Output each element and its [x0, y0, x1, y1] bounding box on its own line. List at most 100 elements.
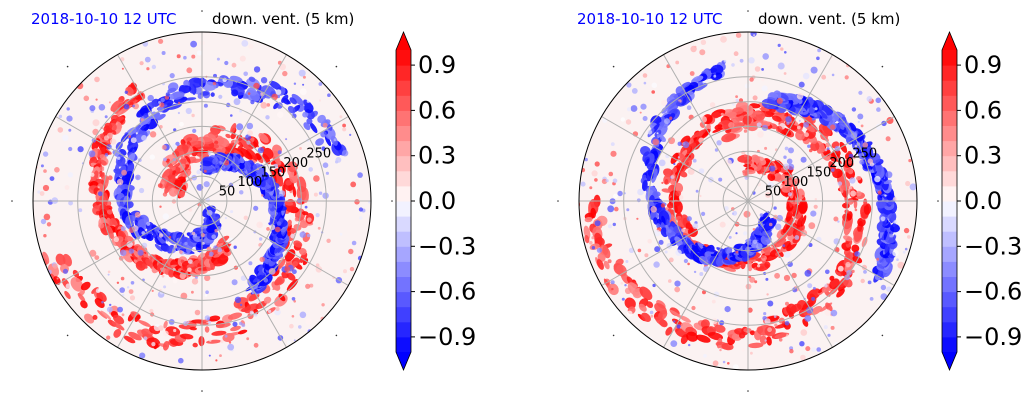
field-cell	[652, 138, 659, 146]
field-cell	[211, 234, 216, 239]
field-cell	[807, 144, 811, 148]
field-cell	[580, 181, 586, 187]
field-cell	[639, 286, 653, 301]
field-cell	[897, 261, 905, 269]
field-cell	[589, 241, 593, 245]
field-cell	[343, 269, 347, 274]
field-cell	[848, 160, 852, 164]
field-cell	[117, 306, 123, 313]
field-cell	[241, 323, 246, 328]
grid-spoke	[663, 54, 749, 202]
grid-spoke	[747, 54, 833, 202]
field-cell	[302, 111, 309, 118]
title-date: 2018-10-10 12 UTC	[31, 10, 177, 28]
field-cell	[682, 161, 689, 173]
field-cell	[802, 72, 810, 80]
field-cell	[92, 314, 98, 320]
field-cell	[234, 296, 242, 303]
field-cell	[787, 163, 795, 171]
field-cell	[686, 331, 698, 342]
colorbar-outline	[395, 30, 412, 372]
field-cell	[207, 152, 211, 156]
radial-tick-label: 200	[283, 156, 308, 171]
outer-tick-dot	[66, 65, 69, 68]
field-cell	[77, 146, 84, 153]
field-cell	[49, 176, 55, 182]
chart-left: 2018-10-10 12 UTC down. vent. (5 km) 501…	[11, 10, 476, 392]
field-cell	[253, 82, 260, 90]
field-cell	[64, 290, 71, 300]
field-cell	[120, 276, 125, 281]
field-cell	[62, 253, 72, 267]
field-cell	[271, 93, 278, 101]
field-cell	[138, 118, 152, 128]
field-cell	[812, 286, 816, 290]
field-cell	[669, 116, 673, 120]
field-cell	[144, 56, 151, 63]
field-cell	[735, 250, 739, 254]
panel-left: 2018-10-10 12 UTC down. vent. (5 km) 50 1…	[11, 10, 476, 392]
field-cell	[763, 312, 767, 316]
field-cell	[43, 169, 47, 173]
outer-tick-dot	[66, 334, 69, 337]
title-variable: down. vent. (5 km)	[212, 10, 354, 28]
field-cell	[284, 266, 291, 272]
field-cell	[219, 354, 222, 357]
field-cell	[804, 315, 812, 322]
field-cell	[341, 150, 349, 157]
field-cell	[690, 45, 697, 53]
radial-tick-label: 200	[829, 156, 854, 171]
colorbar-segment	[942, 231, 957, 247]
field-cell	[89, 105, 96, 112]
field-cell	[624, 297, 636, 310]
colorbar-segment	[942, 291, 957, 308]
field-cell	[263, 296, 272, 304]
field-cell	[212, 158, 220, 165]
field-cell	[359, 216, 363, 220]
field-cell	[893, 220, 897, 224]
field-cell	[635, 251, 639, 255]
field-cell	[269, 80, 282, 90]
field-cell	[876, 257, 880, 261]
field-cell	[250, 100, 255, 105]
field-cell	[863, 198, 868, 206]
field-cell	[172, 278, 178, 284]
field-cell	[207, 320, 212, 324]
field-cell	[237, 329, 248, 335]
field-cell	[674, 286, 681, 293]
field-cell	[743, 154, 747, 158]
field-cell	[101, 300, 104, 304]
field-cell	[108, 101, 111, 104]
field-cell	[178, 357, 184, 364]
field-cell	[702, 81, 705, 84]
field-cell	[721, 132, 737, 143]
field-cell	[765, 192, 771, 198]
field-cell	[128, 331, 142, 341]
field-cell	[113, 314, 125, 325]
grid-spoke	[201, 116, 349, 202]
field-cell	[844, 75, 849, 80]
field-cell	[318, 82, 323, 86]
field-cell	[651, 90, 655, 94]
colorbar-segment	[942, 276, 957, 293]
field-cell	[625, 260, 629, 263]
field-cell	[691, 305, 696, 311]
field-cell	[668, 257, 674, 263]
field-cell	[777, 183, 783, 189]
field-cell	[862, 142, 869, 148]
field-cell	[306, 233, 311, 238]
field-cell	[801, 194, 805, 198]
field-cell	[163, 157, 167, 162]
field-cell	[97, 186, 100, 189]
field-cell	[298, 69, 306, 77]
field-cell	[821, 74, 827, 80]
field-cell	[754, 280, 758, 284]
field-cell	[121, 169, 127, 176]
field-cell	[851, 107, 857, 112]
field-cell	[794, 235, 800, 240]
field-cell	[287, 105, 296, 114]
field-cell	[656, 223, 661, 229]
field-cell	[67, 172, 74, 178]
colorbar-segment	[942, 140, 957, 157]
outer-tick-dot	[201, 390, 203, 392]
